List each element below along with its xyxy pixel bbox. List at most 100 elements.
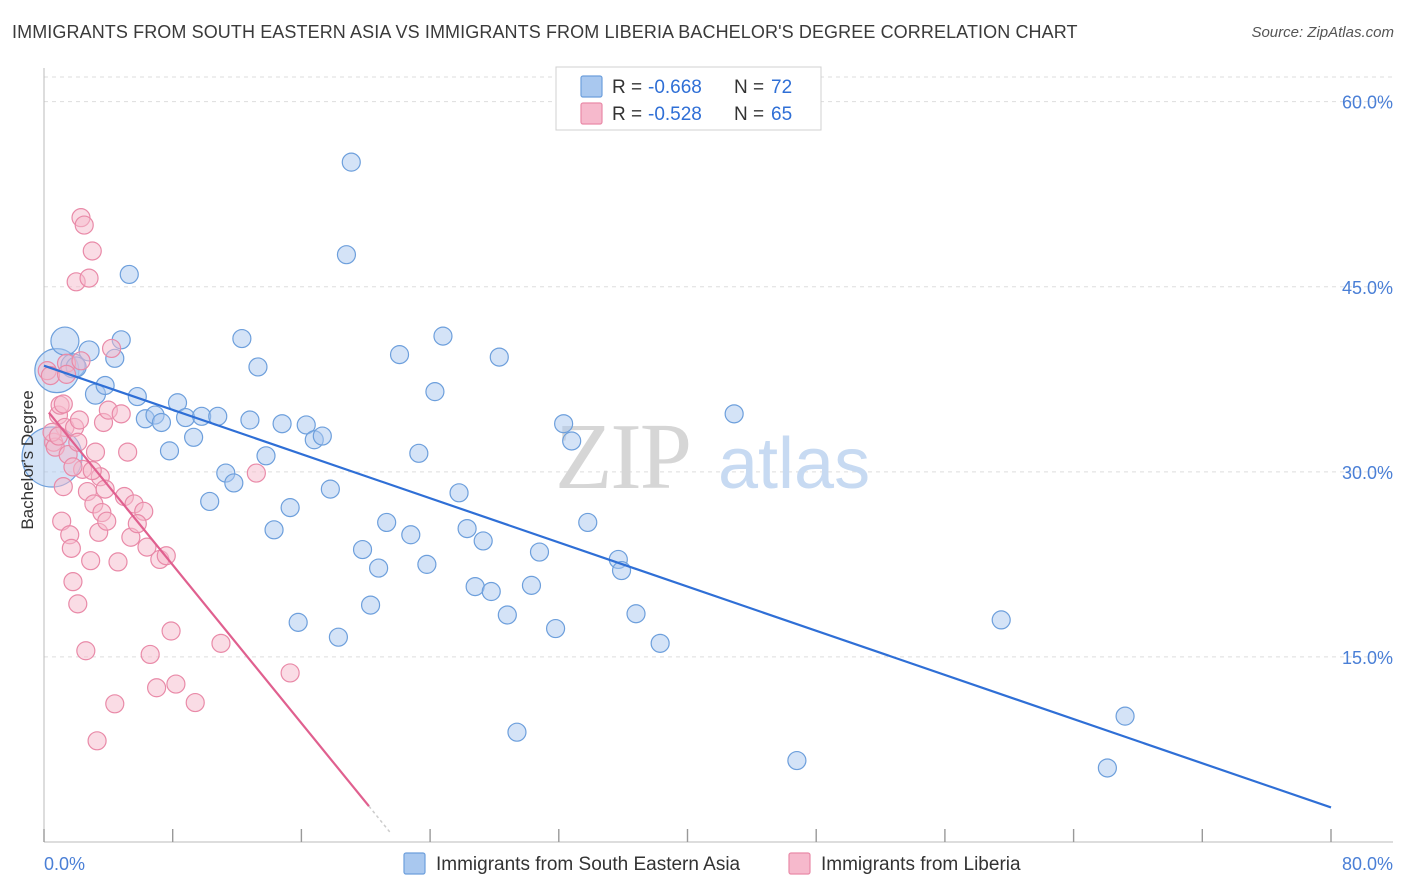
data-point — [68, 432, 88, 452]
data-point — [336, 245, 357, 265]
data-point — [650, 633, 670, 653]
legend-swatch-blue — [403, 852, 426, 875]
data-point — [224, 473, 244, 493]
data-point — [159, 441, 180, 461]
data-point — [481, 581, 501, 602]
data-point — [61, 538, 81, 558]
data-point — [82, 241, 102, 261]
source-credit: Source: ZipAtlas.com — [1251, 24, 1394, 41]
y-tick-label: 30.0% — [1342, 463, 1393, 483]
watermark: ZIP atlas — [555, 405, 870, 509]
data-point — [211, 633, 231, 653]
data-point — [127, 386, 147, 407]
data-point — [76, 641, 96, 661]
legend-n-label: N = — [734, 77, 764, 98]
data-point — [787, 750, 807, 771]
data-point — [449, 483, 469, 503]
data-point — [111, 404, 131, 424]
data-point — [137, 537, 157, 557]
data-point — [457, 518, 477, 539]
data-point — [369, 558, 389, 578]
correlation-legend: R = -0.668 N = 72 R = -0.528 N = 65 — [555, 66, 822, 131]
data-point — [246, 463, 266, 483]
legend-swatch-blue — [580, 75, 603, 98]
data-point — [81, 551, 101, 571]
data-point — [140, 644, 160, 665]
data-point — [256, 446, 276, 466]
data-point — [377, 512, 397, 533]
legend-series-name: Immigrants from Liberia — [821, 854, 1021, 875]
legend-swatch-pink — [788, 852, 811, 875]
data-point — [248, 357, 268, 377]
legend-n-label: N = — [734, 104, 764, 125]
data-point — [264, 520, 284, 540]
data-point — [48, 426, 69, 446]
legend-series-name: Immigrants from South Eastern Asia — [436, 854, 741, 875]
data-point — [341, 152, 361, 172]
data-point — [118, 442, 138, 462]
data-point — [272, 414, 292, 434]
data-point — [1097, 758, 1117, 778]
data-point — [119, 264, 139, 285]
y-tick-labels: 15.0% 30.0% 45.0% 60.0% — [1342, 93, 1393, 668]
data-point — [320, 479, 340, 499]
data-point — [147, 678, 167, 698]
data-point — [95, 375, 115, 396]
data-point — [1115, 706, 1135, 726]
data-point — [151, 412, 172, 433]
data-point — [79, 268, 99, 288]
data-point — [626, 604, 646, 624]
y-tick-label: 15.0% — [1342, 648, 1393, 668]
x-tick-label: 80.0% — [1342, 854, 1393, 874]
data-point — [185, 692, 205, 713]
data-point — [417, 554, 437, 574]
data-point — [69, 410, 89, 430]
data-point — [53, 394, 73, 414]
data-point — [184, 427, 204, 447]
legend-n-value: 65 — [771, 104, 792, 125]
data-point — [465, 576, 485, 597]
data-point — [562, 431, 582, 451]
data-point — [473, 531, 493, 551]
data-point — [489, 347, 509, 367]
data-point — [280, 663, 300, 683]
data-point — [74, 215, 94, 235]
legend-swatch-pink — [580, 102, 603, 125]
grid-lines — [44, 76, 1393, 658]
data-point — [360, 595, 381, 615]
data-point — [240, 410, 260, 430]
y-axis-label: Bachelor's Degree — [18, 390, 37, 529]
series-liberia — [37, 208, 300, 751]
data-point — [425, 382, 445, 402]
legend-r-value: -0.528 — [648, 104, 702, 125]
data-point — [312, 426, 332, 446]
y-tick-label: 60.0% — [1342, 93, 1393, 113]
data-point — [87, 731, 107, 751]
axes — [43, 68, 1393, 843]
data-point — [68, 594, 88, 614]
data-point — [507, 722, 527, 742]
data-point — [50, 326, 80, 356]
data-point — [200, 491, 220, 512]
data-point — [63, 572, 83, 592]
data-point — [288, 612, 308, 632]
data-point — [296, 415, 316, 435]
data-point — [545, 618, 566, 639]
data-point — [578, 512, 598, 533]
data-point — [97, 511, 117, 531]
data-point — [433, 326, 453, 346]
data-point — [101, 338, 122, 359]
data-point — [991, 610, 1011, 630]
data-point — [724, 404, 744, 424]
data-point — [401, 525, 421, 545]
data-point — [82, 461, 102, 481]
watermark-atlas: atlas — [718, 424, 870, 504]
x-tick-labels: 0.0% 80.0% — [44, 854, 1393, 874]
x-tick-label: 0.0% — [44, 854, 85, 874]
data-point — [389, 345, 410, 365]
data-point — [521, 575, 542, 595]
data-point — [529, 542, 550, 562]
watermark-zip: ZIP — [555, 405, 690, 509]
legend-r-label: R = — [612, 77, 642, 98]
